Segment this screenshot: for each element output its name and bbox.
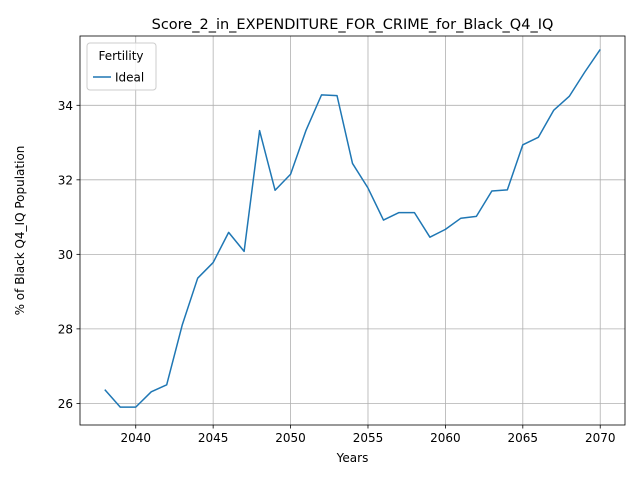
x-axis-label: Years bbox=[336, 451, 369, 465]
legend-title: Fertility bbox=[98, 49, 143, 63]
y-tick-label: 30 bbox=[58, 248, 73, 262]
x-tick-label: 2050 bbox=[275, 431, 306, 445]
x-tick-label: 2060 bbox=[430, 431, 461, 445]
y-tick-label: 26 bbox=[58, 397, 73, 411]
series-layer bbox=[104, 48, 601, 408]
x-tick-label: 2070 bbox=[585, 431, 616, 445]
series-line-ideal bbox=[104, 48, 601, 408]
grid-lines bbox=[80, 36, 625, 425]
x-tick-label: 2055 bbox=[353, 431, 384, 445]
y-tick-label: 34 bbox=[58, 99, 73, 113]
legend: Fertility Ideal bbox=[86, 42, 157, 91]
axis-ticks: 2040 2045 2050 2055 2060 2065 2070 26 28 30 32 34 bbox=[58, 99, 616, 445]
legend-box bbox=[86, 42, 157, 91]
x-tick-label: 2045 bbox=[198, 431, 229, 445]
x-tick-label: 2065 bbox=[508, 431, 539, 445]
legend-entry-label: Ideal bbox=[115, 71, 144, 85]
y-axis-label: % of Black Q4_IQ Population bbox=[13, 146, 27, 316]
y-tick-label: 28 bbox=[58, 322, 73, 336]
chart-title: Score_2_in_EXPENDITURE_FOR_CRIME_for_Bla… bbox=[152, 17, 554, 33]
y-tick-label: 32 bbox=[58, 173, 73, 187]
x-tick-label: 2040 bbox=[120, 431, 151, 445]
plot-frame bbox=[79, 35, 626, 426]
